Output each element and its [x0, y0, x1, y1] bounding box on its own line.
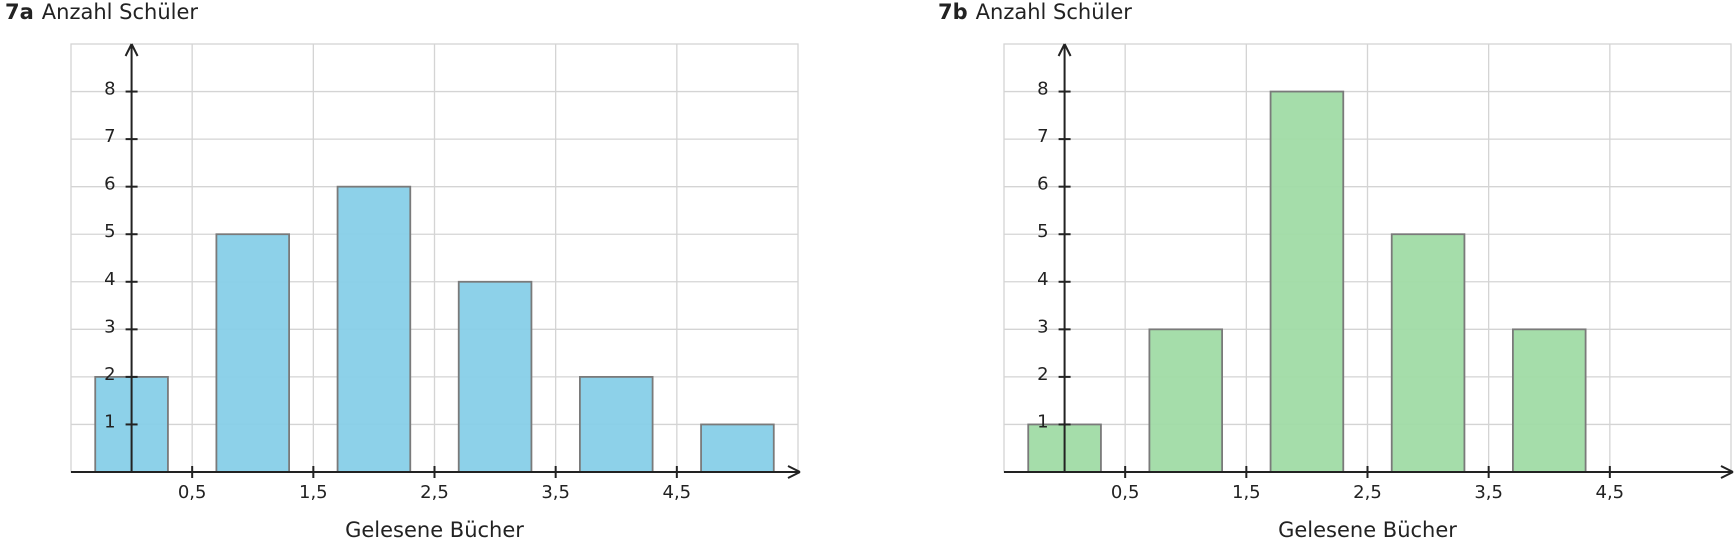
y-tick-label: 6 — [1037, 174, 1048, 195]
y-tick-label: 7 — [104, 126, 115, 147]
chart-label: 7a — [5, 0, 34, 24]
bar — [579, 375, 654, 473]
y-tick-label: 2 — [104, 364, 115, 385]
bar — [457, 280, 533, 473]
y-tick-label: 4 — [1037, 269, 1048, 290]
y-tick-label: 5 — [1037, 221, 1048, 242]
x-tick-label: 1,5 — [299, 482, 328, 503]
chart: 7b Anzahl Schüler 1 2 3 4 5 6 7 8 0,5 1,5 2,5 3,5 4,5 G… — [938, 0, 1734, 542]
y-tick-label: 6 — [104, 174, 115, 195]
bar — [1512, 328, 1587, 473]
chart-title: 7b Anzahl Schüler — [938, 0, 1132, 24]
chart: 7a Anzahl Schüler 1 2 3 4 5 6 7 8 0,5 1,5 2,5 3,5 4,5 G… — [5, 0, 801, 542]
y-tick-label: 2 — [1037, 364, 1048, 385]
x-axis-arrow — [787, 465, 801, 479]
x-tick-label: 2,5 — [1353, 482, 1382, 503]
y-tick-label: 4 — [104, 269, 115, 290]
x-tick-label: 1,5 — [1232, 482, 1261, 503]
x-axis-arrow — [1720, 465, 1734, 479]
x-tick-label: 4,5 — [1596, 482, 1625, 503]
x-tick-label: 3,5 — [541, 482, 570, 503]
x-axis-label: Gelesene Bücher — [345, 518, 524, 542]
bar — [700, 423, 775, 473]
chart-title-text: Anzahl Schüler — [42, 0, 199, 24]
x-axis-label: Gelesene Bücher — [1278, 518, 1457, 542]
y-axis-arrow — [124, 43, 139, 57]
y-tick-label: 8 — [104, 79, 115, 100]
y-tick-label: 1 — [104, 411, 115, 432]
x-tick-label: 0,5 — [1111, 482, 1140, 503]
x-tick-label: 3,5 — [1474, 482, 1503, 503]
y-tick-label: 3 — [104, 316, 115, 337]
chart-title: 7a Anzahl Schüler — [5, 0, 198, 24]
y-tick-label: 7 — [1037, 126, 1048, 147]
y-axis-arrow — [1057, 43, 1072, 57]
bar — [336, 185, 412, 473]
y-tick-label: 3 — [1037, 316, 1048, 337]
y-tick-label: 5 — [104, 221, 115, 242]
x-tick-label: 2,5 — [420, 482, 449, 503]
bar — [215, 233, 290, 473]
y-tick-label: 8 — [1037, 79, 1048, 100]
x-tick-label: 4,5 — [663, 482, 692, 503]
bar — [1269, 90, 1345, 473]
chart-title-text: Anzahl Schüler — [976, 0, 1133, 24]
bar — [1148, 328, 1224, 473]
y-tick-label: 1 — [1037, 411, 1048, 432]
x-tick-label: 0,5 — [178, 482, 207, 503]
chart-label: 7b — [938, 0, 968, 24]
bar — [1390, 233, 1466, 473]
